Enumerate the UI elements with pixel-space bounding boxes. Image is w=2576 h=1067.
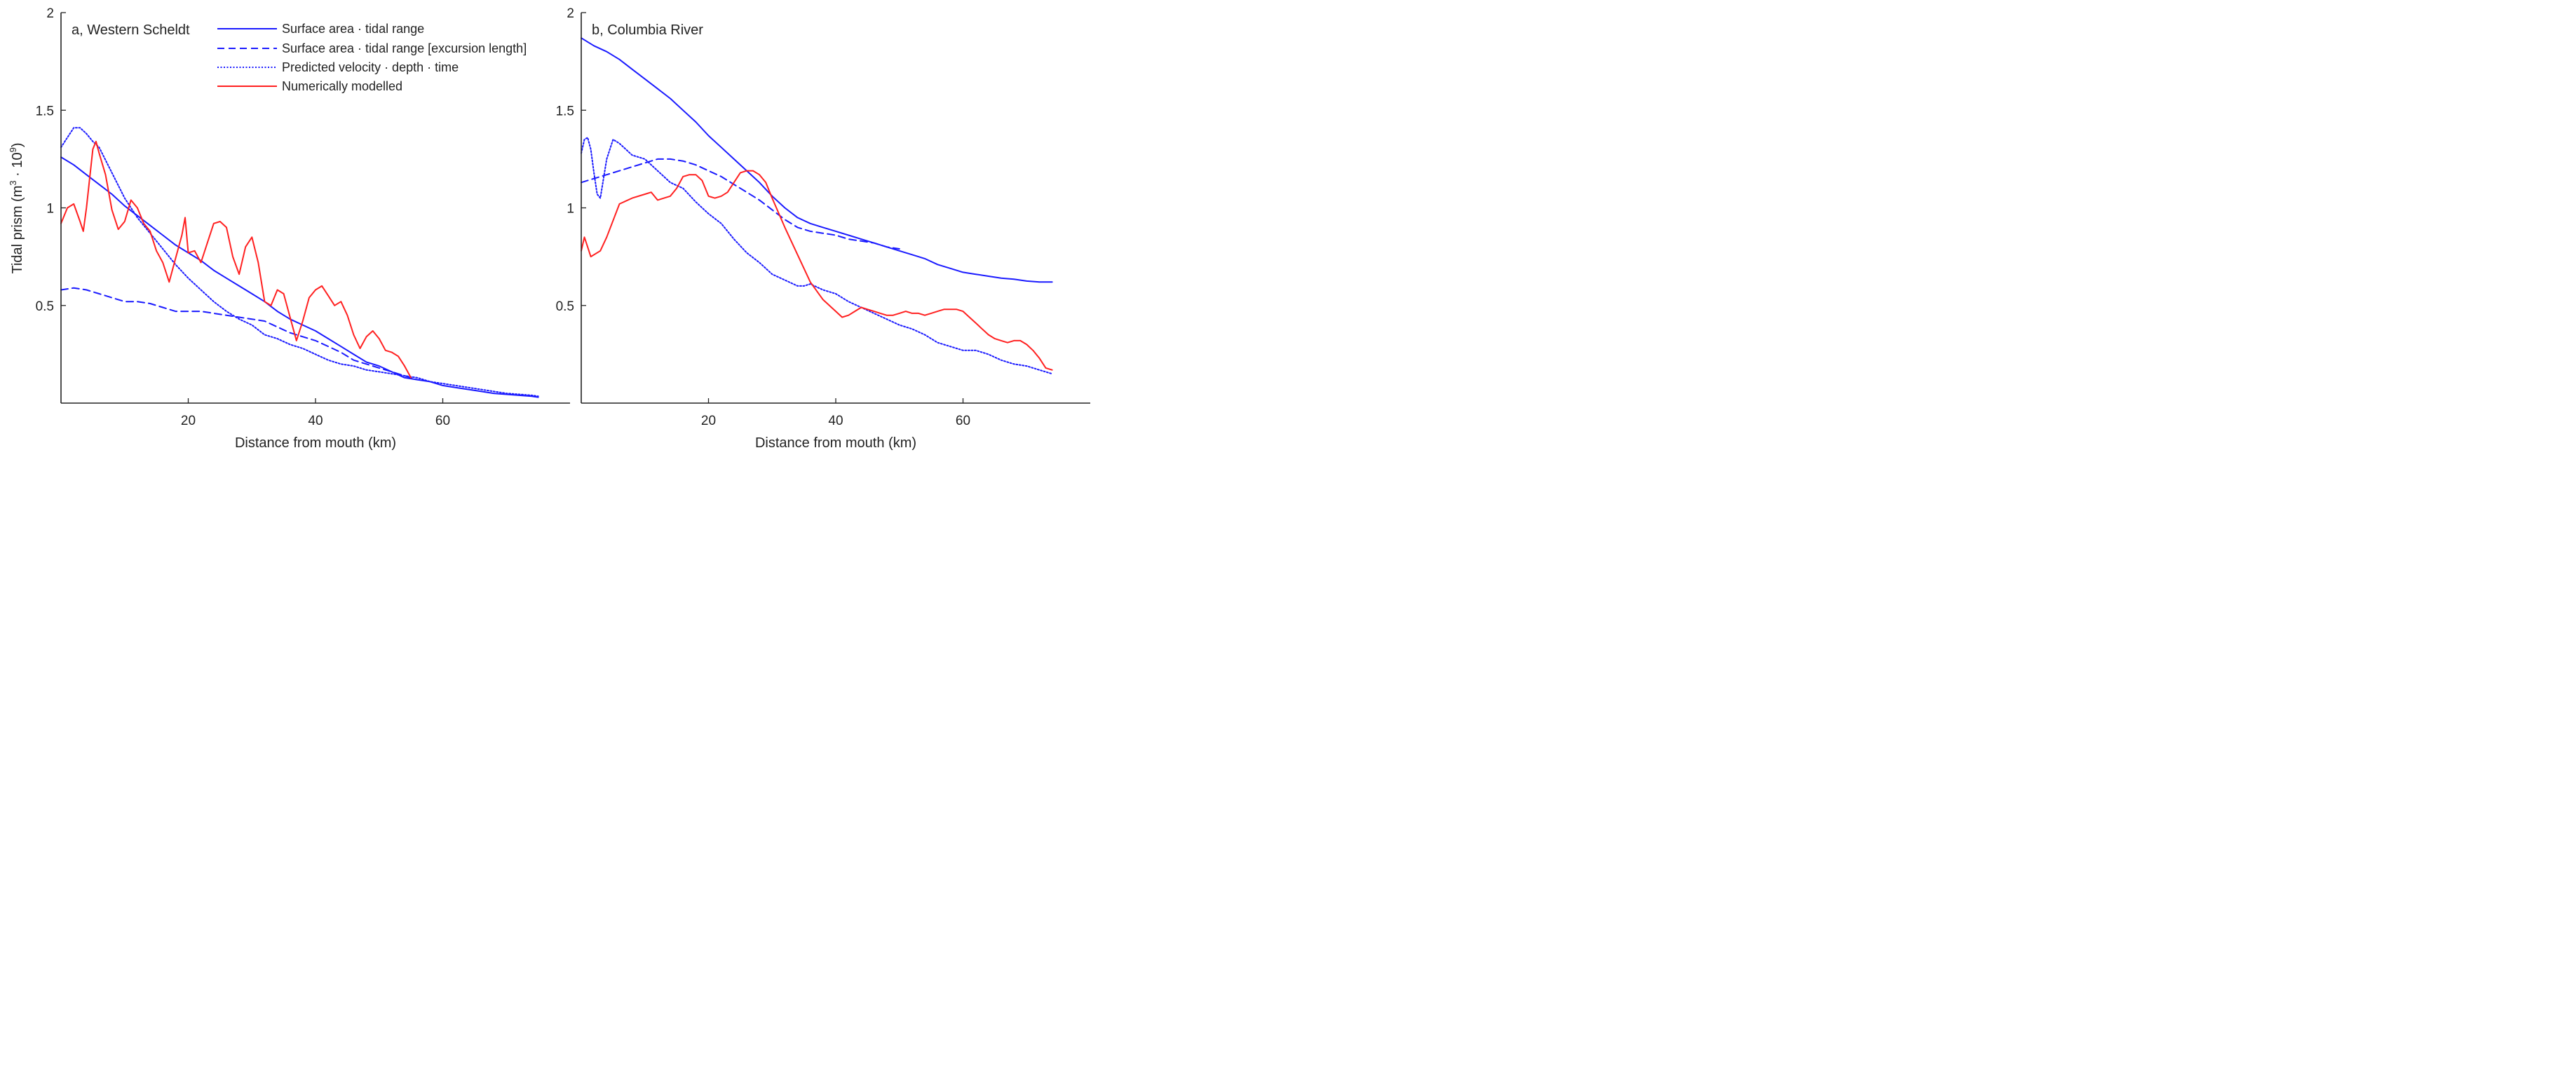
x-axis-label-b: Distance from mouth (km) xyxy=(755,435,916,451)
y-tick-label-a-0-5: 0.5 xyxy=(36,299,54,314)
y-axis-label-main: Tidal prism (m xyxy=(10,186,25,274)
y-axis-label-sup1: 3 xyxy=(8,180,18,185)
y-axis-label-end: ) xyxy=(10,142,25,147)
panel-western-scheldt: 20 40 60 0.5 1 1.5 2 a, Western Scheldt Distan… xyxy=(8,6,570,451)
series-line-b-predicted-velocity-depth-time xyxy=(581,137,1053,375)
series-line-b-surface-area-tidal-range xyxy=(581,37,1053,283)
y-tick-label-a-1: 1 xyxy=(46,202,54,217)
x-tick-label-a-20: 20 xyxy=(181,414,196,428)
y-tick-label-a-1-5: 1.5 xyxy=(36,104,54,118)
y-tick-label-b-1: 1 xyxy=(567,202,574,217)
x-tick-label-b-40: 40 xyxy=(828,414,843,428)
panel-title-b: b, Columbia River xyxy=(592,22,703,38)
series-line-b-surface-area-tidal-range-excursion-length xyxy=(581,158,900,250)
y-axis-label: Tidal prism (m3 · 109) xyxy=(8,142,25,273)
series-layer-a xyxy=(60,127,539,398)
legend-label-numerically-modelled: Numerically modelled xyxy=(282,79,402,93)
legend-label-surface-area: Surface area · tidal range xyxy=(282,22,424,36)
legend-label-predicted-velocity: Predicted velocity · depth · time xyxy=(282,60,459,74)
x-tick-label-a-40: 40 xyxy=(308,414,323,428)
tick-layer-a: 20 40 60 0.5 1 1.5 2 xyxy=(36,6,450,428)
legend-label-excursion-length: Surface area · tidal range [excursion le… xyxy=(282,41,527,55)
series-line-b-numerically-modelled xyxy=(581,170,1053,371)
figure: 20 40 60 0.5 1 1.5 2 a, Western Scheldt Distan… xyxy=(8,6,1090,451)
y-tick-label-b-0-5: 0.5 xyxy=(556,299,574,314)
y-tick-label-a-2: 2 xyxy=(46,6,54,21)
tick-layer-b: 20 40 60 0.5 1 1.5 2 xyxy=(556,6,970,428)
legend: Surface area · tidal range Surface area … xyxy=(217,22,527,93)
series-layer-b xyxy=(581,37,1053,375)
x-axis-label-a: Distance from mouth (km) xyxy=(235,435,396,451)
y-tick-label-b-1-5: 1.5 xyxy=(556,104,574,118)
series-line-a-surface-area-tidal-range xyxy=(60,156,539,398)
x-tick-label-a-60: 60 xyxy=(435,414,450,428)
series-line-a-predicted-velocity-depth-time xyxy=(60,127,539,397)
x-tick-label-b-60: 60 xyxy=(956,414,970,428)
panel-title-a: a, Western Scheldt xyxy=(72,22,190,38)
y-axis-label-sup2: 9 xyxy=(8,147,18,152)
panel-columbia-river: 20 40 60 0.5 1 1.5 2 b, Columbia River Distanc… xyxy=(556,6,1090,451)
x-tick-label-b-20: 20 xyxy=(701,414,716,428)
y-axis-label-mid: · 10 xyxy=(10,152,25,180)
y-tick-label-b-2: 2 xyxy=(567,6,574,21)
series-line-a-numerically-modelled xyxy=(60,140,412,379)
series-line-a-surface-area-tidal-range-excursion-length xyxy=(60,287,419,381)
